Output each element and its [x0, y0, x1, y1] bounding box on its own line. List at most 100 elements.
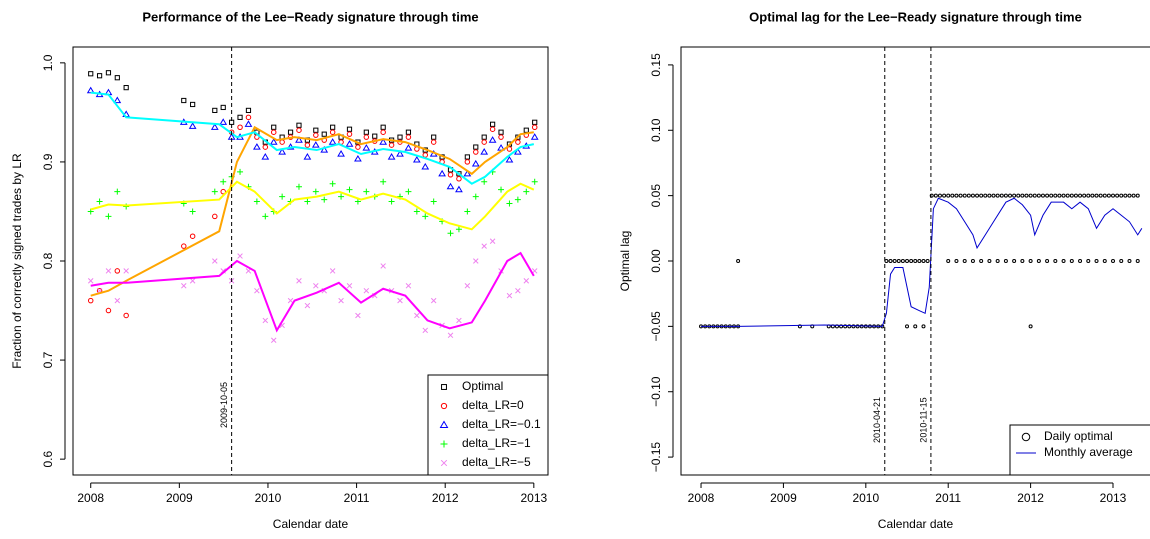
point: [913, 259, 918, 263]
point: [279, 193, 286, 200]
point: [320, 146, 329, 153]
point: [237, 114, 243, 120]
reference-label: 2009-10-05: [219, 382, 229, 428]
legend-swatch: [440, 440, 448, 448]
point: [405, 283, 412, 289]
point: [397, 134, 403, 140]
point: [456, 176, 462, 182]
point: [296, 127, 302, 133]
point: [397, 297, 403, 304]
point: [345, 140, 354, 147]
smooth-line: [90, 251, 535, 333]
point: [1053, 259, 1058, 263]
plot-box: [72, 46, 549, 476]
point: [237, 124, 243, 130]
point: [532, 119, 538, 125]
point: [1020, 259, 1025, 263]
point: [917, 259, 922, 263]
point: [312, 188, 319, 195]
point: [295, 136, 303, 143]
point: [991, 193, 996, 198]
point: [313, 283, 319, 289]
smooth-line: [90, 180, 535, 231]
point: [328, 138, 337, 145]
point: [1073, 193, 1078, 198]
point: [321, 131, 327, 137]
point: [105, 307, 112, 314]
point: [346, 131, 353, 137]
legend-label: delta_LR=0: [462, 398, 524, 412]
point: [488, 136, 497, 143]
point: [999, 193, 1004, 198]
point: [96, 73, 103, 79]
x-tick-label: 2008: [688, 491, 715, 505]
point: [464, 159, 471, 165]
point: [954, 193, 959, 198]
point: [515, 134, 521, 140]
point: [338, 297, 344, 304]
point: [970, 193, 975, 198]
point: [189, 278, 196, 284]
legend-label: Daily optimal: [1044, 429, 1113, 443]
point: [212, 213, 218, 220]
reference-label: 2010-11-15: [918, 397, 928, 442]
legend-box: [1009, 424, 1150, 476]
point: [473, 149, 479, 155]
point: [388, 142, 395, 148]
point: [489, 238, 496, 244]
point: [937, 193, 942, 198]
point: [296, 122, 302, 128]
point: [1119, 259, 1124, 263]
point: [1086, 259, 1091, 263]
point: [387, 152, 396, 160]
point: [1115, 193, 1120, 198]
y-axis-label: Fraction of correctly signed trades by L…: [10, 153, 24, 369]
point: [114, 268, 121, 274]
point: [481, 139, 487, 145]
point: [464, 208, 471, 215]
point: [362, 144, 371, 151]
point: [1020, 193, 1025, 198]
point: [1045, 193, 1050, 198]
y-tick-label: 0.6: [41, 450, 55, 467]
point: [212, 107, 218, 114]
point: [970, 259, 975, 263]
point: [422, 213, 429, 220]
point: [210, 123, 219, 130]
point: [413, 208, 420, 215]
point: [270, 129, 277, 135]
y-tick-label: 0.7: [41, 351, 55, 368]
point: [523, 278, 530, 284]
legend-label: delta_LR=−0.1: [462, 417, 541, 431]
point: [363, 129, 369, 135]
point: [261, 152, 270, 160]
point: [346, 283, 353, 289]
point: [220, 104, 226, 111]
point: [188, 122, 197, 129]
point: [447, 332, 454, 339]
y-tick-label: 1.0: [41, 54, 55, 71]
point: [304, 198, 311, 205]
point: [189, 233, 196, 239]
point: [531, 268, 538, 274]
chart-title: Performance of the Lee−Ready signature t…: [142, 9, 478, 24]
point: [181, 243, 187, 249]
point: [913, 324, 918, 329]
point: [455, 226, 462, 233]
point: [330, 124, 336, 130]
point: [464, 283, 471, 289]
point: [190, 101, 196, 108]
point: [278, 148, 287, 155]
point: [1061, 193, 1066, 198]
point: [498, 186, 505, 193]
y-tick-label: 0.9: [41, 153, 55, 170]
point: [1008, 193, 1013, 198]
x-tick-label: 2012: [432, 491, 459, 505]
point: [530, 133, 539, 140]
point: [1069, 193, 1074, 198]
point: [1094, 259, 1099, 263]
point: [456, 171, 462, 177]
point: [220, 178, 227, 185]
